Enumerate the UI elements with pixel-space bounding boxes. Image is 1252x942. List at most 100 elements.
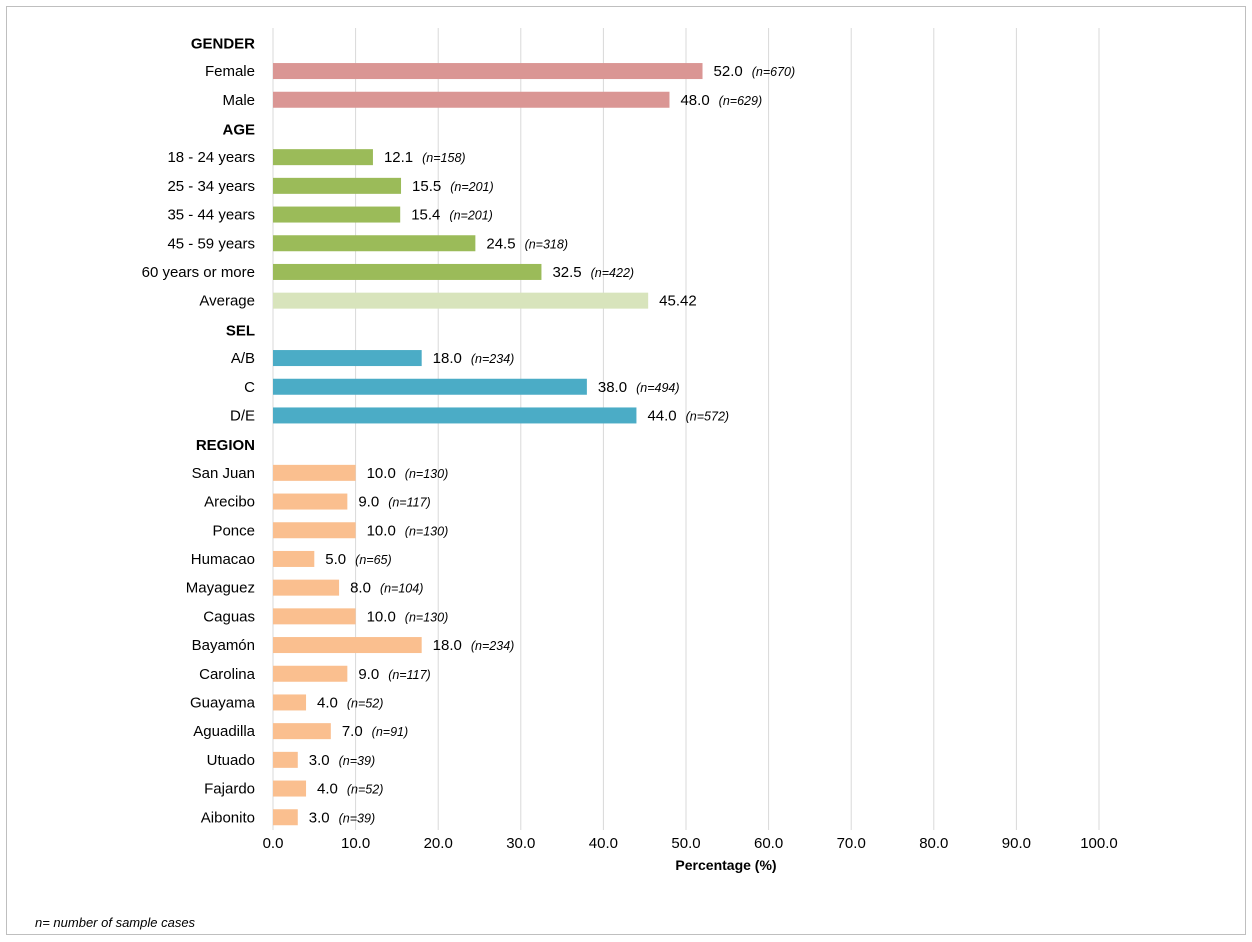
bar [273,235,476,252]
value-label: 4.0 [317,694,338,711]
value-label: 7.0 [342,723,363,740]
group-heading: SEL [226,322,255,339]
category-label: 18 - 24 years [167,149,255,166]
value-label: 44.0 [647,407,676,424]
category-label: Fajardo [204,781,255,798]
x-tick-label: 60.0 [754,835,783,852]
x-axis-ticks: 0.0 10.0 20.0 30.0 40.0 50.0 60.0 70.0 80.0 90.0 1… [263,835,1118,852]
value-label: 24.5 [486,235,515,252]
value-label: 9.0 [358,494,379,511]
category-labels: GENDER Female Male AGE 18 - 24 years 25 - 34 … [142,35,256,826]
value-label: 15.5 [412,178,441,195]
category-label: Guayama [190,694,256,711]
footnote: n= number of sample cases [35,915,196,930]
bar [273,350,422,367]
value-label: 18.0 [433,637,462,654]
category-label: 60 years or more [142,264,255,281]
bar [273,177,402,194]
bar [273,378,587,395]
bar [273,579,340,596]
category-label: 25 - 34 years [167,178,255,195]
value-label: 48.0 [680,92,709,109]
chart-frame [6,6,1246,935]
x-tick-label: 10.0 [341,835,370,852]
bar [273,751,298,768]
group-heading: GENDER [191,35,255,52]
bar [273,493,348,510]
category-label: D/E [230,407,255,424]
value-label: 38.0 [598,379,627,396]
x-tick-label: 70.0 [837,835,866,852]
sample-size-label: (n=234) [471,352,514,366]
x-axis-title: Percentage (%) [675,857,776,873]
value-label: 12.1 [384,149,413,166]
value-label: 3.0 [309,809,330,826]
sample-size-label: (n=629) [719,94,762,108]
value-label: 10.0 [367,522,396,539]
value-label: 15.4 [411,207,440,224]
value-label: 18.0 [433,350,462,367]
sample-size-label: (n=318) [525,237,568,251]
bar [273,149,373,166]
x-tick-label: 100.0 [1080,835,1118,852]
sample-size-label: (n=52) [347,696,383,710]
sample-size-label: (n=104) [380,582,423,596]
category-label: San Juan [192,465,255,482]
bar [273,637,422,654]
bars [273,63,703,826]
bar [273,665,348,682]
value-label: 4.0 [317,781,338,798]
x-tick-label: 30.0 [506,835,535,852]
group-heading: REGION [196,437,255,454]
bar [273,263,542,280]
sample-size-label: (n=201) [449,209,492,223]
bar [273,292,649,309]
bar [273,723,331,740]
sample-size-label: (n=52) [347,783,383,797]
value-label: 8.0 [350,580,371,597]
value-label: 10.0 [367,608,396,625]
bar [273,550,315,567]
bar [273,464,356,481]
x-tick-label: 50.0 [671,835,700,852]
sample-size-label: (n=65) [355,553,391,567]
bar [273,694,307,711]
sample-size-label: (n=39) [339,811,375,825]
sample-size-label: (n=422) [591,266,634,280]
sample-size-label: (n=117) [388,668,431,682]
value-label: 5.0 [325,551,346,568]
sample-size-label: (n=670) [752,65,795,79]
bar [273,780,307,797]
x-tick-label: 0.0 [263,835,284,852]
value-label: 52.0 [714,63,743,80]
bar [273,809,298,826]
category-label: C [244,379,255,396]
sample-size-label: (n=201) [450,180,493,194]
bar [273,522,356,539]
category-label: Ponce [212,522,255,539]
sample-size-label: (n=91) [372,725,408,739]
x-tick-label: 90.0 [1002,835,1031,852]
value-label: 9.0 [358,666,379,683]
sample-size-label: (n=39) [339,754,375,768]
category-label: Aguadilla [193,723,255,740]
value-labels: 52.0 (n=670) 48.0 (n=629) 12.1 (n=158) 15.5 (n=… [309,63,795,826]
sample-size-label: (n=158) [422,151,465,165]
category-label: Carolina [199,666,256,683]
value-label: 45.42 [659,293,697,310]
category-label: Mayaguez [186,580,255,597]
x-tick-label: 20.0 [424,835,453,852]
category-label: Average [199,293,255,310]
category-label: Caguas [203,608,255,625]
sample-size-label: (n=572) [686,409,729,423]
value-label: 10.0 [367,465,396,482]
x-tick-label: 40.0 [589,835,618,852]
category-label: 35 - 44 years [167,207,255,224]
category-label: Aibonito [201,809,255,826]
category-label: Bayamón [192,637,255,654]
sample-size-label: (n=130) [405,524,448,538]
x-tick-label: 80.0 [919,835,948,852]
category-label: Male [222,92,255,109]
sample-size-label: (n=130) [405,610,448,624]
